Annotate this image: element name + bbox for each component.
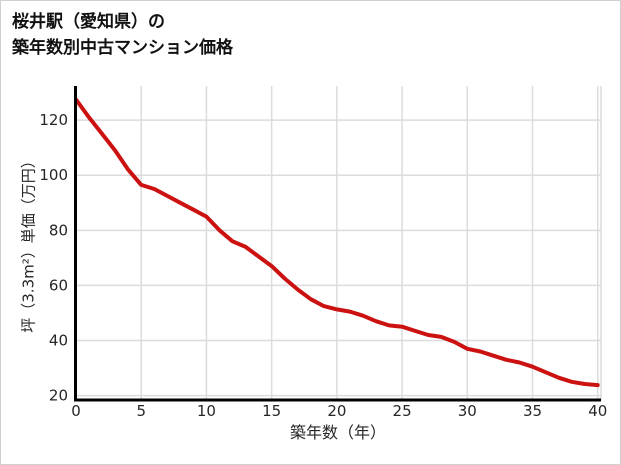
price-curve xyxy=(74,97,600,388)
x-tick-label: 30 xyxy=(458,402,477,420)
chart-title-line2: 築年数別中古マンション価格 xyxy=(12,38,233,58)
x-tick-label: 5 xyxy=(136,402,146,420)
y-tick-label: 100 xyxy=(39,166,68,184)
y-tick-label: 60 xyxy=(49,276,68,294)
x-tick-label: 15 xyxy=(262,402,281,420)
x-tick-label: 40 xyxy=(588,402,607,420)
x-axis-title: 築年数（年） xyxy=(289,423,387,442)
chart-title: 桜井駅（愛知県）の 築年数別中古マンション価格 xyxy=(12,9,233,61)
y-axis-title: 坪（3.3m²）単価（万円） xyxy=(19,153,38,333)
y-tick-label: 40 xyxy=(49,332,68,350)
y-tick-label: 120 xyxy=(39,111,68,129)
y-tick-label: 20 xyxy=(49,387,68,405)
x-tick-label: 0 xyxy=(71,402,81,420)
x-tick-label: 35 xyxy=(523,402,542,420)
x-tick-label: 25 xyxy=(393,402,412,420)
chart-title-line1: 桜井駅（愛知県）の xyxy=(12,12,165,32)
x-tick-label: 10 xyxy=(197,402,216,420)
x-tick-label: 20 xyxy=(327,402,346,420)
y-tick-label: 80 xyxy=(49,221,68,239)
